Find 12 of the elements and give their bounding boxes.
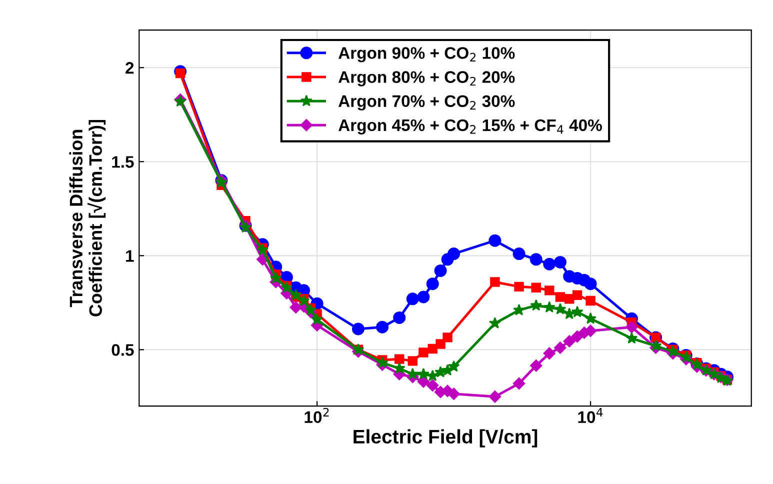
x-tick-label: 10$^{2}$ [304,408,329,424]
legend-label: Argon 80% + CO$_{2}$ 20% [338,71,515,86]
y-tick-label: 0.5 [112,344,134,356]
x-axis-title: Electric Field [V/cm] [354,429,538,448]
legend-label: Argon 45% + CO$_{2}$ 15% + CF$_{4}$ 40% [338,119,602,134]
y-tick-label: 2 [126,62,134,74]
y-tick-label: 1.5 [112,156,134,168]
legend-label: Argon 90% + CO$_{2}$ 10% [338,47,515,62]
legend-label: Argon 70% + CO$_{2}$ 30% [338,95,515,110]
x-tick-label: 10$^{4}$ [578,408,603,424]
y-tick-label: 1 [126,250,134,262]
y-axis-title: Transverse Diffusion Coefficient [√(cm.Torr)] [69,120,106,316]
